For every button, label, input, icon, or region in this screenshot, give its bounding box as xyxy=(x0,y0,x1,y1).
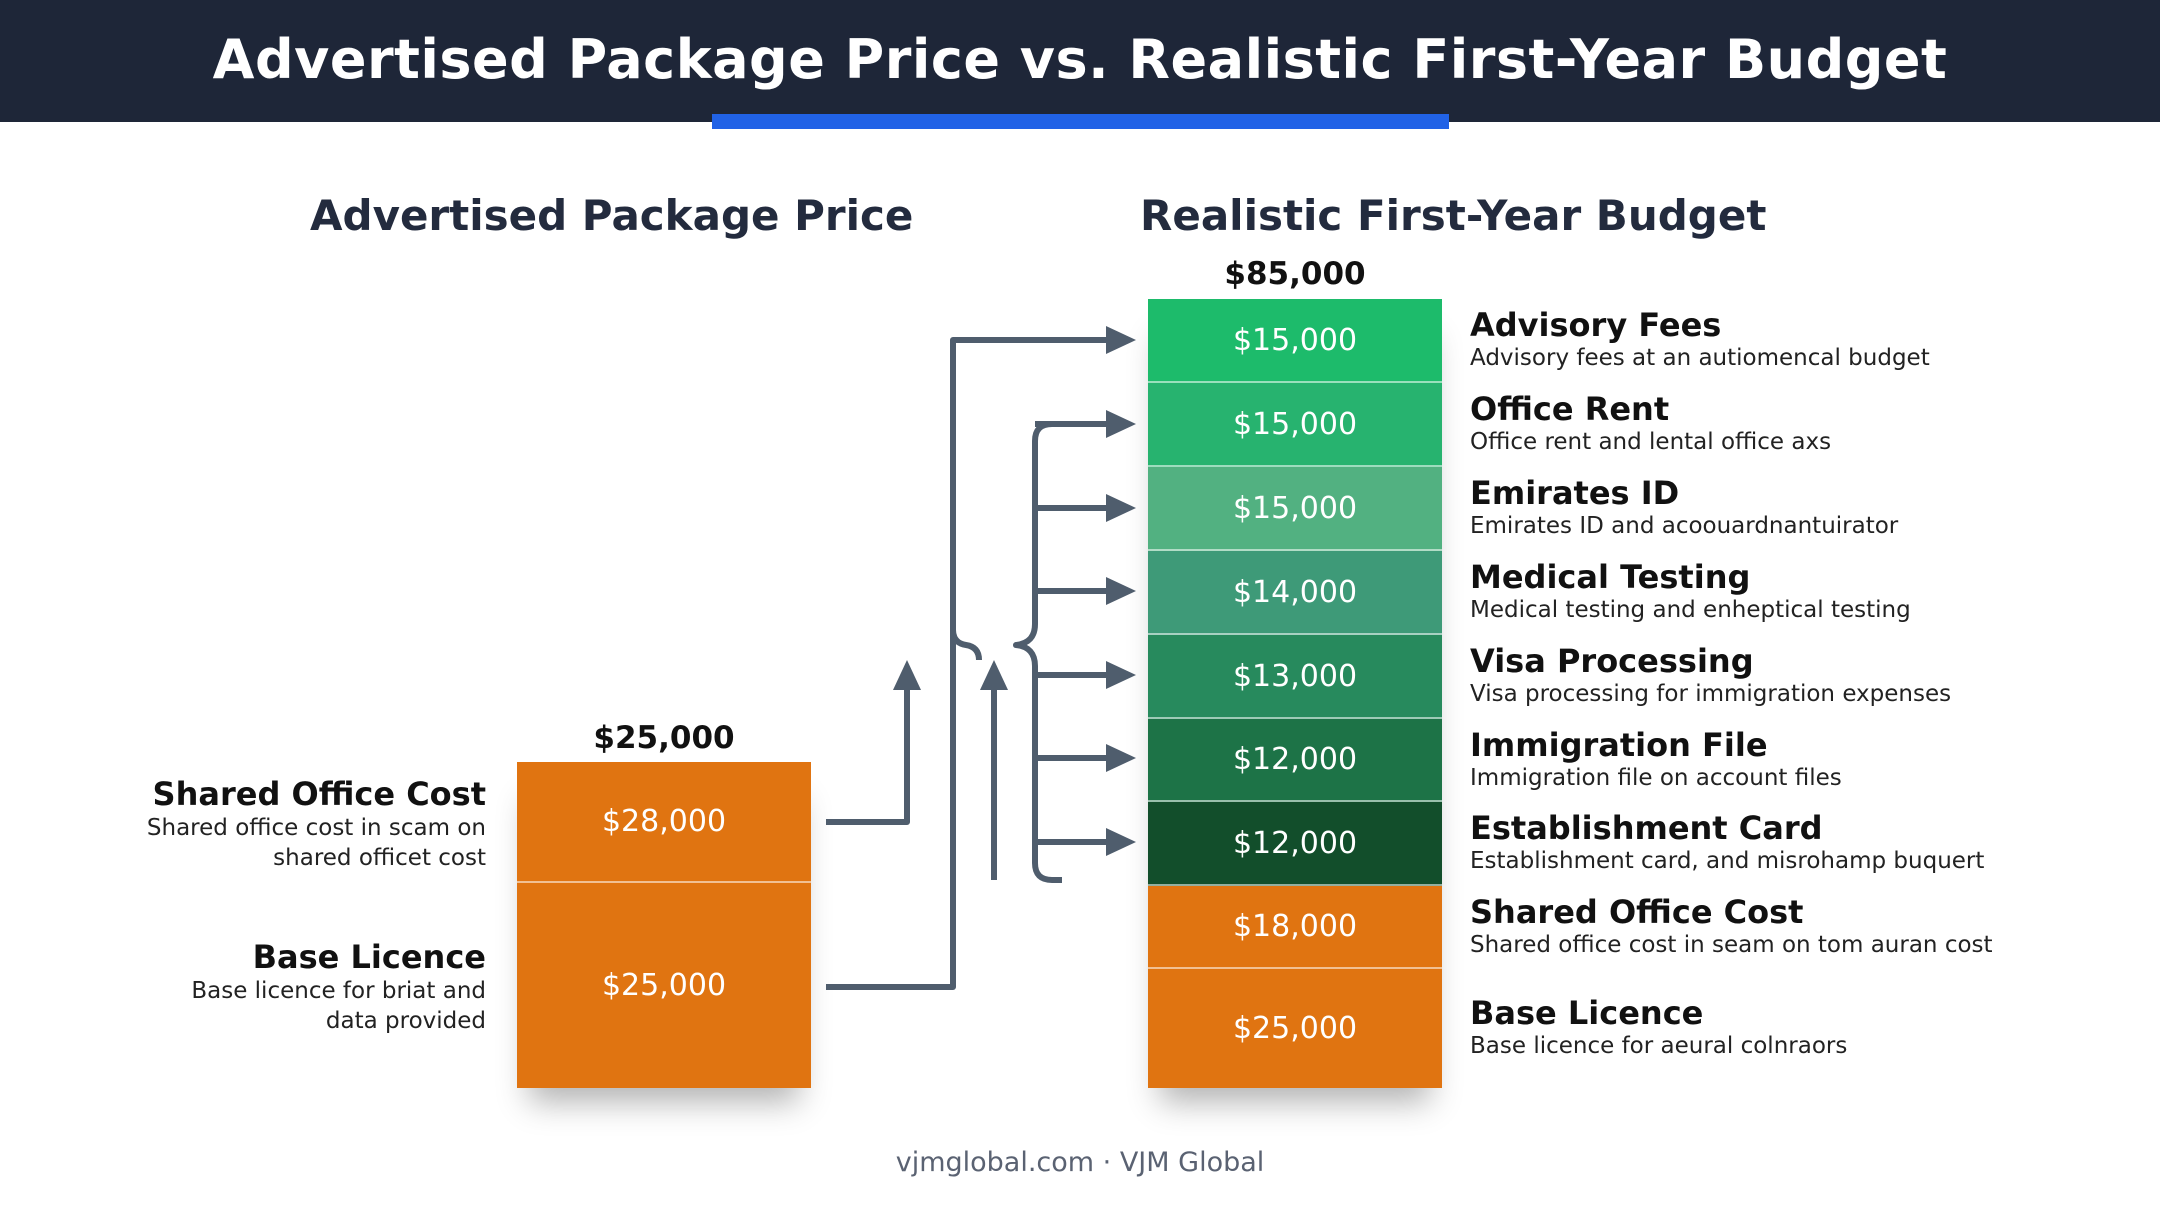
legend-item-description: Shared office cost in scam on shared offi… xyxy=(146,815,486,871)
arrow-right-icon xyxy=(1106,577,1136,605)
arrow-up-icon xyxy=(980,660,1008,690)
legend-item-visa-processing: Visa Processing Visa processing for immig… xyxy=(1470,642,2150,708)
legend-item-title: Immigration File xyxy=(1470,725,1768,764)
legend-item-title: Emirates ID xyxy=(1470,474,1680,512)
bar-segment-base-licence: $25,000 xyxy=(517,883,811,1088)
legend-item-emirates-id: Emirates ID Emirates ID and acoouardnantu… xyxy=(1470,474,2150,540)
legend-item-advisory-fees: Advisory Fees Advisory fees at an autiome… xyxy=(1470,306,2150,372)
bar-segment-shared-office-cost: $18,000 xyxy=(1148,886,1442,969)
connector-line xyxy=(826,337,1114,990)
page-title: Advertised Package Price vs. Realistic F… xyxy=(212,28,1948,91)
legend-item-description: Establishment card, and misrohamp buquer… xyxy=(1470,848,1985,874)
legend-item-description: Base licence for aeural colnraors xyxy=(1470,1032,1848,1059)
bar-segment-value: $15,000 xyxy=(1232,406,1358,442)
bar-segment-visa-processing: $13,000 xyxy=(1148,635,1442,719)
arrow-right-icon xyxy=(1106,326,1136,354)
legend-item-title: Office Rent xyxy=(1470,390,1670,428)
arrow-right-icon xyxy=(1106,494,1136,522)
realistic-bar-stack: $15,000 $15,000 $15,000 $14,000 $13,000 $12,0… xyxy=(1148,299,1442,1088)
legend-item-base-licence: Base Licence Base licence for aeural coln… xyxy=(1470,994,2150,1060)
bar-segment-value: $15,000 xyxy=(1232,322,1358,358)
legend-item-description: Visa processing for immigration expenses xyxy=(1470,681,1952,707)
bar-segment-immigration-file: $12,000 xyxy=(1148,719,1442,802)
connector-line xyxy=(1013,421,1062,883)
legend-item-description: Immigration file on account files xyxy=(1470,764,1842,791)
arrow-right-icon xyxy=(1106,744,1136,772)
legend-item-description: Office rent and lental office axs xyxy=(1470,429,1832,455)
bar-segment-value: $28,000 xyxy=(601,804,727,839)
bar-segment-value: $12,000 xyxy=(1232,825,1358,861)
footer-credit: vjmglobal.com · VJM Global xyxy=(895,1147,1265,1178)
bar-segment-office-rent: $15,000 xyxy=(1148,383,1442,467)
legend-item-shared-office-cost: Shared Office Cost Shared office cost in … xyxy=(1470,893,2150,959)
legend-item-title: Visa Processing xyxy=(1470,642,1754,680)
bar-segment-emirates-id: $15,000 xyxy=(1148,467,1442,551)
legend-item-title: Shared Office Cost xyxy=(1470,892,1804,931)
legend-item-description: Shared office cost in seam on tom auran … xyxy=(1470,931,1993,958)
advertised-section-title: Advertised Package Price xyxy=(310,191,914,240)
legend-item-title: Establishment Card xyxy=(1470,809,1823,847)
bar-segment-value: $14,000 xyxy=(1232,574,1358,610)
legend-item-title: Base Licence xyxy=(1470,993,1704,1032)
legend-item-description: Emirates ID and acoouardnantuirator xyxy=(1470,513,1899,539)
legend-item-immigration-file: Immigration File Immigration file on acco… xyxy=(1470,726,2150,792)
bar-segment-value: $25,000 xyxy=(1232,1011,1358,1046)
legend-item-shared-office-cost: Shared Office Cost Shared office cost in … xyxy=(0,775,486,873)
connector-line xyxy=(826,684,910,825)
advertised-bar-stack: $28,000 $25,000 xyxy=(517,762,811,1088)
realistic-total-label: $85,000 xyxy=(1224,256,1366,292)
connector-line xyxy=(950,629,982,661)
bar-segment-establishment-card: $12,000 xyxy=(1148,802,1442,886)
legend-item-medical-testing: Medical Testing Medical testing and enhep… xyxy=(1470,558,2150,624)
bar-segment-base-licence: $25,000 xyxy=(1148,969,1442,1088)
advertised-total-label: $25,000 xyxy=(593,720,735,756)
bar-segment-advisory-fees: $15,000 xyxy=(1148,299,1442,383)
legend-item-establishment-card: Establishment Card Establishment card, an… xyxy=(1470,809,2150,875)
bar-segment-shared-office-cost: $28,000 xyxy=(517,762,811,883)
bar-segment-value: $18,000 xyxy=(1232,909,1358,944)
bar-segment-medical-testing: $14,000 xyxy=(1148,551,1442,635)
arrow-right-icon xyxy=(1106,661,1136,689)
legend-item-title: Base Licence xyxy=(252,938,486,976)
realistic-section-title: Realistic First-Year Budget xyxy=(1140,191,1767,240)
header-bar: Advertised Package Price vs. Realistic F… xyxy=(0,0,2160,129)
legend-item-base-licence: Base Licence Base licence for briat and da… xyxy=(0,938,486,1036)
bar-segment-value: $25,000 xyxy=(601,968,727,1003)
legend-item-title: Advisory Fees xyxy=(1470,306,1722,344)
bar-segment-value: $13,000 xyxy=(1232,658,1358,694)
title-accent-bar xyxy=(712,114,1449,129)
legend-item-title: Shared Office Cost xyxy=(152,775,486,813)
bar-segment-value: $15,000 xyxy=(1232,490,1358,526)
bar-segment-value: $12,000 xyxy=(1232,742,1358,777)
legend-item-description: Advisory fees at an autiomencal budget xyxy=(1470,345,1930,371)
arrow-up-icon xyxy=(893,660,921,690)
legend-item-office-rent: Office Rent Office rent and lental office… xyxy=(1470,390,2150,456)
arrow-right-icon xyxy=(1106,828,1136,856)
arrow-right-icon xyxy=(1106,410,1136,438)
legend-item-title: Medical Testing xyxy=(1470,558,1751,596)
legend-item-description: Medical testing and enheptical testing xyxy=(1470,597,1911,623)
legend-item-description: Base licence for briat and data provided xyxy=(191,978,486,1034)
